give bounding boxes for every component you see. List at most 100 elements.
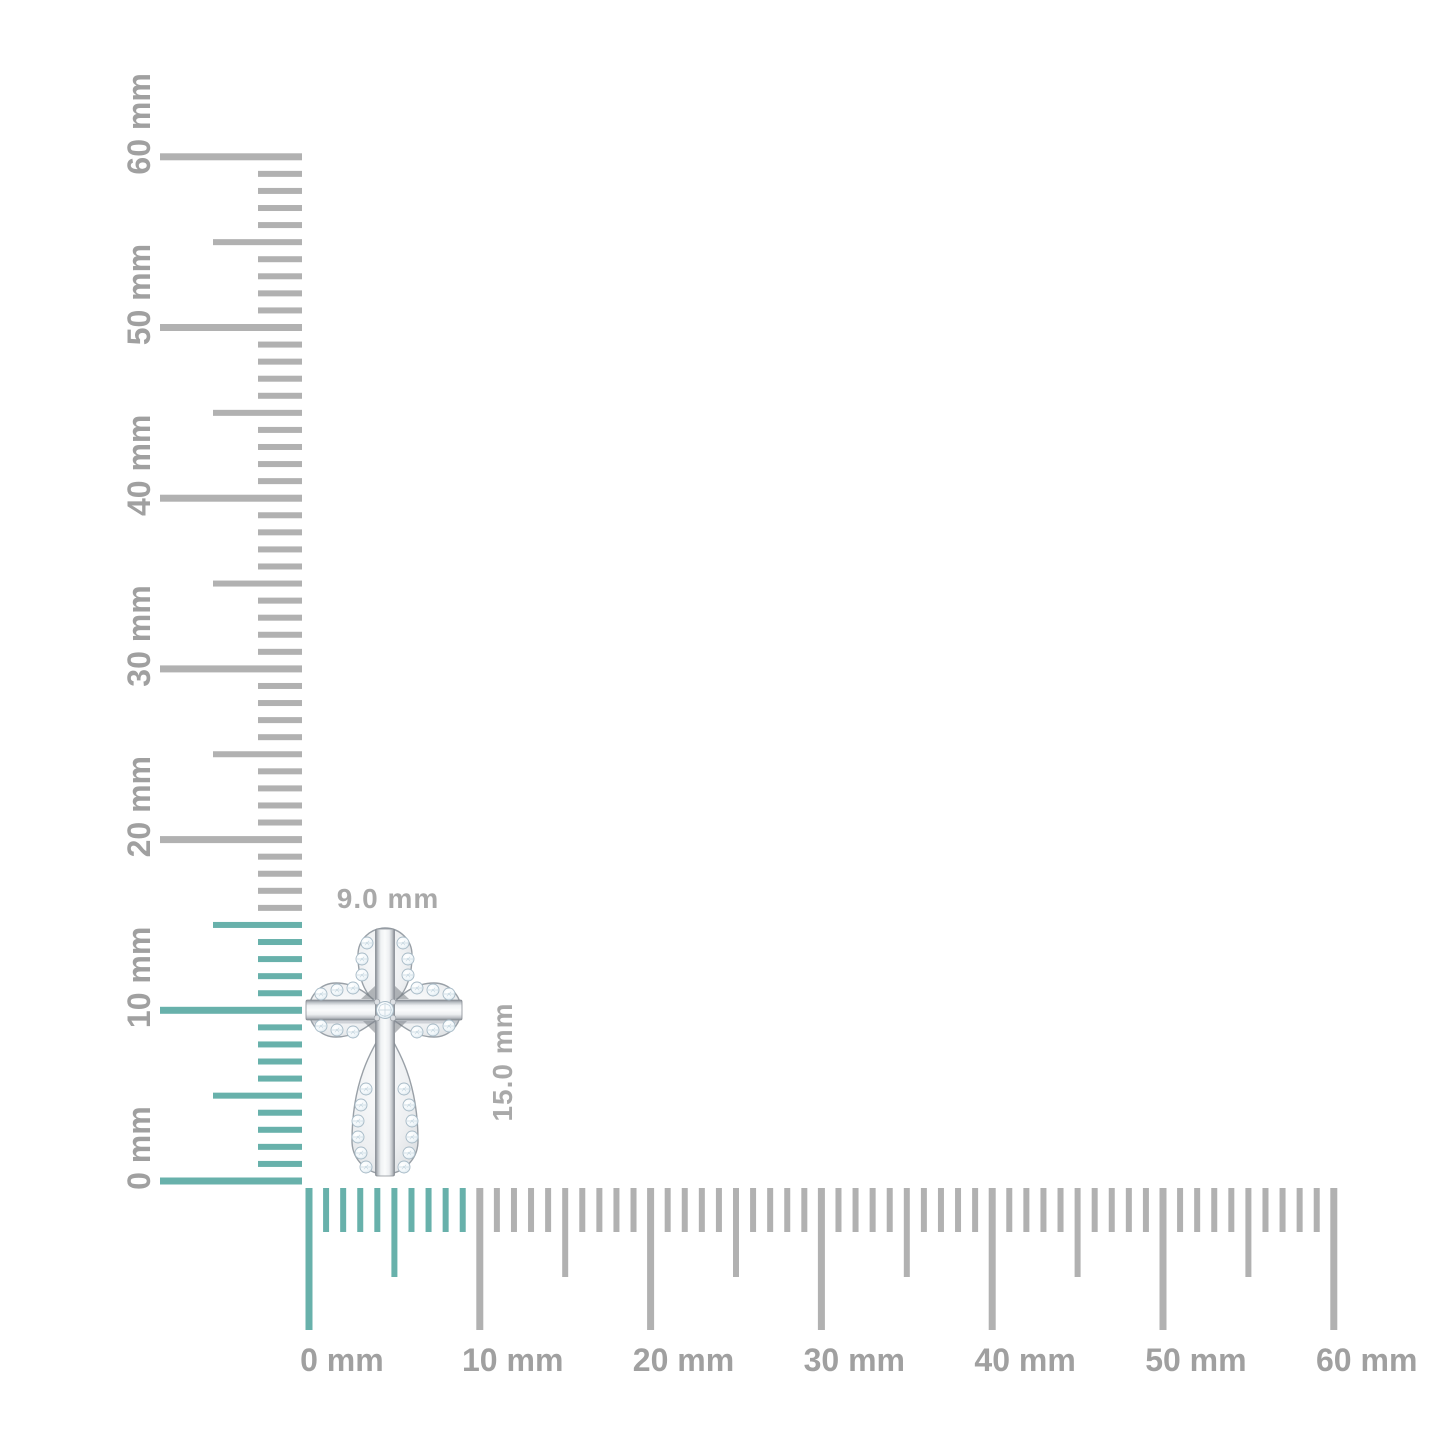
- pave-diamond: [346, 1025, 360, 1039]
- vertical-tick-34mm: [258, 597, 302, 604]
- pave-diamond: [354, 1098, 368, 1112]
- horizontal-tick-13mm: [528, 1188, 535, 1232]
- vertical-tick-39mm: [258, 512, 302, 519]
- vertical-tick-27mm: [258, 717, 302, 724]
- horizontal-tick-17mm: [596, 1188, 603, 1232]
- vertical-tick-40mm: [160, 494, 302, 502]
- pave-diamond-glint: [405, 972, 408, 975]
- vertical-tick-22mm: [258, 802, 302, 809]
- horizontal-tick-51mm: [1177, 1188, 1184, 1232]
- vertical-tick-2mm: [258, 1143, 302, 1150]
- horizontal-tick-10mm: [476, 1188, 484, 1330]
- horizontal-tick-11mm: [493, 1188, 500, 1232]
- vertical-tick-28mm: [258, 700, 302, 707]
- pave-diamond: [330, 983, 344, 997]
- pave-diamond-glint: [400, 940, 403, 943]
- pave-diamond-glint: [406, 1102, 409, 1105]
- horizontal-tick-43mm: [1040, 1188, 1047, 1232]
- vertical-tick-11mm: [258, 990, 302, 997]
- pave-diamond-glint: [363, 1086, 366, 1089]
- pave-diamond: [314, 987, 328, 1001]
- vertical-ruler-label-20mm: 20 mm: [121, 756, 157, 857]
- horizontal-tick-21mm: [664, 1188, 671, 1232]
- vertical-tick-42mm: [258, 461, 302, 468]
- pave-diamond: [405, 1114, 419, 1128]
- horizontal-tick-14mm: [545, 1188, 552, 1232]
- vertical-tick-58mm: [258, 187, 302, 194]
- pave-diamond-glint: [430, 1027, 433, 1030]
- vertical-ruler-label-50mm: 50 mm: [121, 244, 157, 345]
- vertical-tick-49mm: [258, 341, 302, 348]
- vertical-tick-54mm: [258, 256, 302, 263]
- horizontal-tick-19mm: [630, 1188, 637, 1232]
- horizontal-tick-28mm: [784, 1188, 791, 1232]
- vertical-tick-44mm: [258, 426, 302, 433]
- vertical-tick-29mm: [258, 682, 302, 689]
- height-dimension-label: 15.0 mm: [487, 1002, 518, 1121]
- horizontal-tick-34mm: [886, 1188, 893, 1232]
- vertical-tick-35mm: [213, 580, 302, 587]
- horizontal-tick-46mm: [1091, 1188, 1098, 1232]
- vertical-tick-48mm: [258, 358, 302, 365]
- horizontal-tick-8mm: [442, 1188, 449, 1232]
- vertical-tick-30mm: [160, 665, 302, 673]
- vertical-tick-37mm: [258, 546, 302, 553]
- vertical-tick-24mm: [258, 768, 302, 775]
- pendant-center-shadows: [361, 986, 409, 1033]
- horizontal-tick-47mm: [1108, 1188, 1115, 1232]
- vertical-tick-4mm: [258, 1109, 302, 1116]
- pave-diamond-glint: [355, 1134, 358, 1137]
- pave-diamond-glint: [406, 1150, 409, 1153]
- vertical-ruler: 0 mm 10 mm 20 mm 30 mm 40 mm 50 mm 60 mm: [121, 73, 302, 1190]
- vertical-ruler-label-40mm: 40 mm: [121, 415, 157, 516]
- vertical-tick-41mm: [258, 478, 302, 485]
- horizontal-tick-3mm: [357, 1188, 364, 1232]
- horizontal-tick-22mm: [681, 1188, 688, 1232]
- vertical-tick-25mm: [213, 751, 302, 758]
- vertical-tick-20mm: [160, 836, 302, 844]
- prong: [373, 998, 381, 1006]
- horizontal-tick-40mm: [988, 1188, 996, 1330]
- horizontal-tick-5mm: [391, 1188, 398, 1277]
- pendant-vertical-bar: [375, 928, 395, 1177]
- horizontal-ruler-label-0mm: 0 mm: [300, 1342, 384, 1378]
- width-dimension-label: 9.0 mm: [337, 883, 440, 914]
- center-diamond-facets: [378, 1003, 392, 1017]
- horizontal-tick-15mm: [562, 1188, 569, 1277]
- pave-diamond: [314, 1019, 328, 1033]
- vertical-tick-43mm: [258, 443, 302, 450]
- pave-diamond: [359, 1160, 373, 1174]
- horizontal-tick-12mm: [510, 1188, 517, 1232]
- horizontal-tick-50mm: [1159, 1188, 1167, 1330]
- vertical-tick-60mm: [160, 153, 302, 161]
- pave-diamond-glint: [318, 1022, 321, 1026]
- horizontal-tick-4mm: [374, 1188, 381, 1232]
- horizontal-tick-37mm: [937, 1188, 944, 1232]
- pave-diamond-glint: [414, 985, 417, 988]
- pave-diamond: [410, 981, 424, 995]
- pave-diamond-glint: [363, 1164, 366, 1167]
- vertical-tick-38mm: [258, 529, 302, 536]
- vertical-tick-17mm: [258, 887, 302, 894]
- pave-diamond-glint: [355, 1118, 358, 1121]
- horizontal-tick-49mm: [1142, 1188, 1149, 1232]
- horizontal-tick-59mm: [1313, 1188, 1320, 1232]
- horizontal-tick-53mm: [1211, 1188, 1218, 1232]
- pave-diamond-glint: [318, 991, 321, 994]
- horizontal-tick-30mm: [817, 1188, 825, 1330]
- vertical-tick-26mm: [258, 734, 302, 741]
- vertical-tick-7mm: [258, 1058, 302, 1065]
- horizontal-ruler-label-50mm: 50 mm: [1145, 1342, 1246, 1378]
- vertical-tick-16mm: [258, 904, 302, 911]
- vertical-tick-55mm: [213, 239, 302, 246]
- horizontal-tick-42mm: [1023, 1188, 1030, 1232]
- horizontal-tick-2mm: [340, 1188, 347, 1232]
- vertical-tick-5mm: [213, 1092, 302, 1099]
- horizontal-tick-38mm: [955, 1188, 962, 1232]
- vertical-tick-36mm: [258, 563, 302, 570]
- horizontal-tick-20mm: [647, 1188, 655, 1330]
- horizontal-tick-18mm: [613, 1188, 620, 1232]
- pave-diamond-glint: [334, 1027, 337, 1030]
- horizontal-tick-16mm: [579, 1188, 586, 1232]
